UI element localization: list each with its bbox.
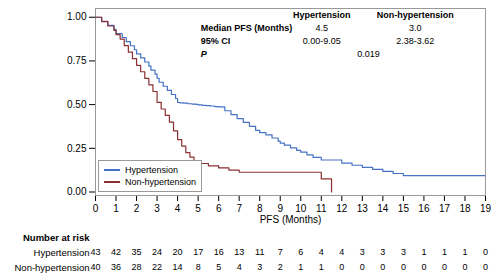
svg-text:3: 3 (401, 247, 406, 257)
svg-text:0: 0 (421, 262, 426, 272)
svg-text:Hypertension: Hypertension (34, 247, 90, 258)
svg-text:Median PFS (Months): Median PFS (Months) (201, 23, 292, 33)
svg-text:5: 5 (195, 203, 201, 214)
svg-text:0: 0 (93, 203, 99, 214)
svg-text:18: 18 (459, 203, 471, 214)
svg-text:2: 2 (134, 203, 140, 214)
svg-text:0.00: 0.00 (67, 186, 87, 197)
svg-text:0: 0 (483, 247, 488, 257)
svg-text:7: 7 (278, 247, 283, 257)
svg-text:24: 24 (152, 247, 162, 257)
svg-text:Hypertension: Hypertension (293, 10, 351, 20)
svg-text:8: 8 (257, 203, 263, 214)
svg-text:42: 42 (111, 247, 121, 257)
svg-text:13: 13 (357, 203, 369, 214)
svg-text:4.5: 4.5 (315, 23, 328, 33)
svg-text:0.25: 0.25 (67, 143, 87, 154)
svg-text:13: 13 (234, 247, 244, 257)
svg-text:22: 22 (152, 262, 162, 272)
svg-text:Non-hypertension: Non-hypertension (15, 262, 90, 273)
svg-text:4: 4 (237, 262, 242, 272)
svg-text:0: 0 (442, 262, 447, 272)
svg-text:4: 4 (319, 247, 324, 257)
svg-text:1: 1 (113, 203, 119, 214)
svg-text:14: 14 (377, 203, 389, 214)
svg-text:43: 43 (90, 247, 100, 257)
svg-text:3: 3 (380, 247, 385, 257)
svg-text:28: 28 (132, 262, 142, 272)
svg-text:15: 15 (398, 203, 410, 214)
svg-text:0.00-9.05: 0.00-9.05 (303, 36, 341, 46)
svg-text:0.75: 0.75 (67, 55, 87, 66)
svg-text:9: 9 (277, 203, 283, 214)
svg-text:0.019: 0.019 (357, 49, 380, 59)
svg-text:16: 16 (214, 247, 224, 257)
svg-text:8: 8 (196, 262, 201, 272)
svg-text:3.0: 3.0 (409, 23, 422, 33)
svg-text:1: 1 (319, 262, 324, 272)
svg-text:5: 5 (216, 262, 221, 272)
svg-text:10: 10 (295, 203, 307, 214)
svg-text:12: 12 (336, 203, 348, 214)
svg-text:0: 0 (339, 262, 344, 272)
svg-text:0: 0 (360, 262, 365, 272)
svg-text:1: 1 (421, 247, 426, 257)
svg-text:17: 17 (193, 247, 203, 257)
svg-text:14: 14 (173, 262, 183, 272)
svg-text:35: 35 (132, 247, 142, 257)
svg-text:P: P (201, 49, 208, 59)
svg-text:0.50: 0.50 (67, 99, 87, 110)
svg-text:0: 0 (462, 262, 467, 272)
svg-text:7: 7 (236, 203, 242, 214)
svg-text:2: 2 (278, 262, 283, 272)
svg-text:6: 6 (216, 203, 222, 214)
svg-text:0: 0 (380, 262, 385, 272)
svg-text:1: 1 (442, 247, 447, 257)
html-text:Non-hypertension: Non-hypertension (125, 177, 196, 187)
svg-text:Number at risk: Number at risk (23, 232, 90, 243)
svg-text:1: 1 (462, 247, 467, 257)
svg-text:2.38-3.62: 2.38-3.62 (396, 36, 434, 46)
svg-text:3: 3 (360, 247, 365, 257)
svg-text:3: 3 (257, 262, 262, 272)
svg-text:0: 0 (483, 262, 488, 272)
svg-text:36: 36 (111, 262, 121, 272)
svg-text:4: 4 (339, 247, 344, 257)
svg-text:40: 40 (90, 262, 100, 272)
svg-text:Non-hypertension: Non-hypertension (377, 10, 454, 20)
svg-text:20: 20 (173, 247, 183, 257)
svg-text:1: 1 (298, 262, 303, 272)
svg-text:0: 0 (401, 262, 406, 272)
svg-text:11: 11 (316, 203, 327, 214)
svg-text:95% CI: 95% CI (201, 36, 231, 46)
svg-text:1.00: 1.00 (67, 11, 87, 22)
html-text:Hypertension: Hypertension (125, 165, 178, 175)
svg-text:19: 19 (480, 203, 492, 214)
svg-text:16: 16 (418, 203, 430, 214)
svg-text:17: 17 (439, 203, 451, 214)
svg-text:11: 11 (255, 247, 264, 257)
svg-text:3: 3 (154, 203, 160, 214)
svg-text:6: 6 (298, 247, 303, 257)
svg-text:4: 4 (175, 203, 181, 214)
svg-text:PFS (Months): PFS (Months) (260, 214, 322, 225)
